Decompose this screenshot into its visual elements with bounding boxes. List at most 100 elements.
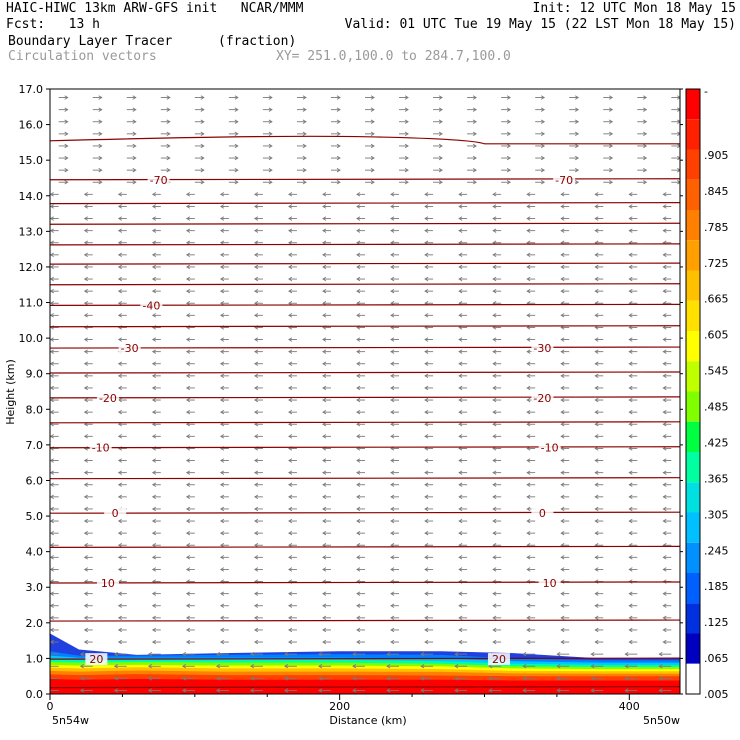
y-tick-label: 8.0 [26, 403, 44, 416]
vector-head [234, 131, 239, 137]
vector-head [185, 192, 191, 197]
vector-head [458, 385, 463, 391]
vector-head [288, 228, 293, 233]
vector-head [219, 337, 225, 342]
vector-head [336, 107, 341, 112]
vector-head [268, 167, 273, 173]
vector-head [526, 530, 531, 536]
vector-head [83, 434, 88, 439]
colorbar-label: - [704, 85, 708, 98]
vector-head [420, 664, 425, 669]
vector-head [215, 688, 221, 693]
contour-label-bg [538, 576, 561, 589]
vector-head [526, 518, 531, 524]
vector-head [390, 385, 395, 391]
vector-head [50, 373, 54, 379]
vector-head [185, 434, 191, 439]
vector-head [594, 349, 599, 354]
vector-head [662, 252, 667, 258]
contour-line [50, 581, 680, 584]
vector-head [336, 180, 341, 185]
vector-head [185, 555, 191, 560]
vector-head [98, 143, 103, 149]
contour-label: -20 [533, 392, 551, 405]
vector-head [254, 276, 259, 282]
vector-head [185, 313, 191, 318]
vector-head [454, 688, 459, 693]
vector-head [50, 385, 54, 391]
vector-head [662, 216, 667, 221]
vector-head [117, 276, 122, 282]
vector-head [424, 494, 429, 500]
y-tick-label: 17.0 [19, 83, 44, 96]
contour-line [50, 201, 680, 205]
contour-label: -70 [150, 174, 168, 187]
contour-line [50, 283, 680, 286]
vector-head [560, 252, 565, 258]
vector-head [522, 651, 527, 657]
vector-head [574, 107, 580, 112]
vector-head [50, 639, 54, 645]
vector-head [526, 397, 531, 403]
contour-label-bg [96, 576, 119, 589]
contour-line [50, 545, 680, 548]
contour-line [50, 262, 680, 265]
vector-head [356, 204, 361, 209]
vector-head [492, 470, 497, 475]
vector-head [594, 288, 599, 294]
vector-head [458, 506, 463, 512]
vector-head [50, 216, 54, 221]
vector-head [254, 555, 259, 560]
vector-head [643, 131, 648, 137]
vector-head [185, 494, 191, 500]
vector-head [268, 107, 273, 112]
vector-head [424, 204, 429, 209]
vector-head [472, 107, 477, 112]
vector-head [628, 530, 633, 536]
vector-head [219, 603, 225, 608]
vector-head [390, 361, 395, 366]
vector-head [492, 603, 497, 608]
vector-head [219, 458, 225, 463]
vector-head [47, 652, 50, 656]
contour-label: -30 [533, 342, 551, 355]
vector-head [117, 252, 122, 258]
vector-head [560, 434, 565, 439]
vector-head [151, 252, 157, 258]
vector-head [185, 482, 191, 487]
vector-head [492, 204, 497, 209]
vector-head [356, 276, 361, 282]
vector-head [458, 409, 463, 415]
vector-head [113, 651, 118, 657]
vector-head [219, 313, 225, 318]
plot-frame [49, 88, 681, 695]
vector-head [356, 313, 361, 318]
vector-head [219, 627, 225, 633]
vector-head [356, 627, 361, 633]
vector-head [643, 95, 648, 100]
vector-head [492, 458, 497, 463]
vector-head [424, 615, 429, 621]
vector-head [424, 361, 429, 366]
vector-head [560, 276, 565, 282]
vector-head [322, 337, 327, 342]
vector-head [540, 180, 546, 185]
vector-head [472, 95, 477, 100]
vector-head [390, 458, 395, 463]
vector-head [234, 143, 239, 149]
vector-head [404, 131, 409, 137]
vector-head [628, 385, 633, 391]
vector-head [288, 530, 293, 536]
vector-head [151, 397, 157, 403]
vector-head [458, 252, 463, 258]
vector-head [492, 349, 497, 354]
vector-head [594, 615, 599, 621]
vector-head [98, 107, 103, 112]
vector-head [540, 119, 546, 124]
vector-head [288, 555, 293, 560]
vector-head [492, 385, 497, 391]
vector-head [288, 288, 293, 294]
vector-head [132, 143, 137, 149]
vector-head [185, 385, 191, 391]
vector-head [390, 422, 395, 427]
